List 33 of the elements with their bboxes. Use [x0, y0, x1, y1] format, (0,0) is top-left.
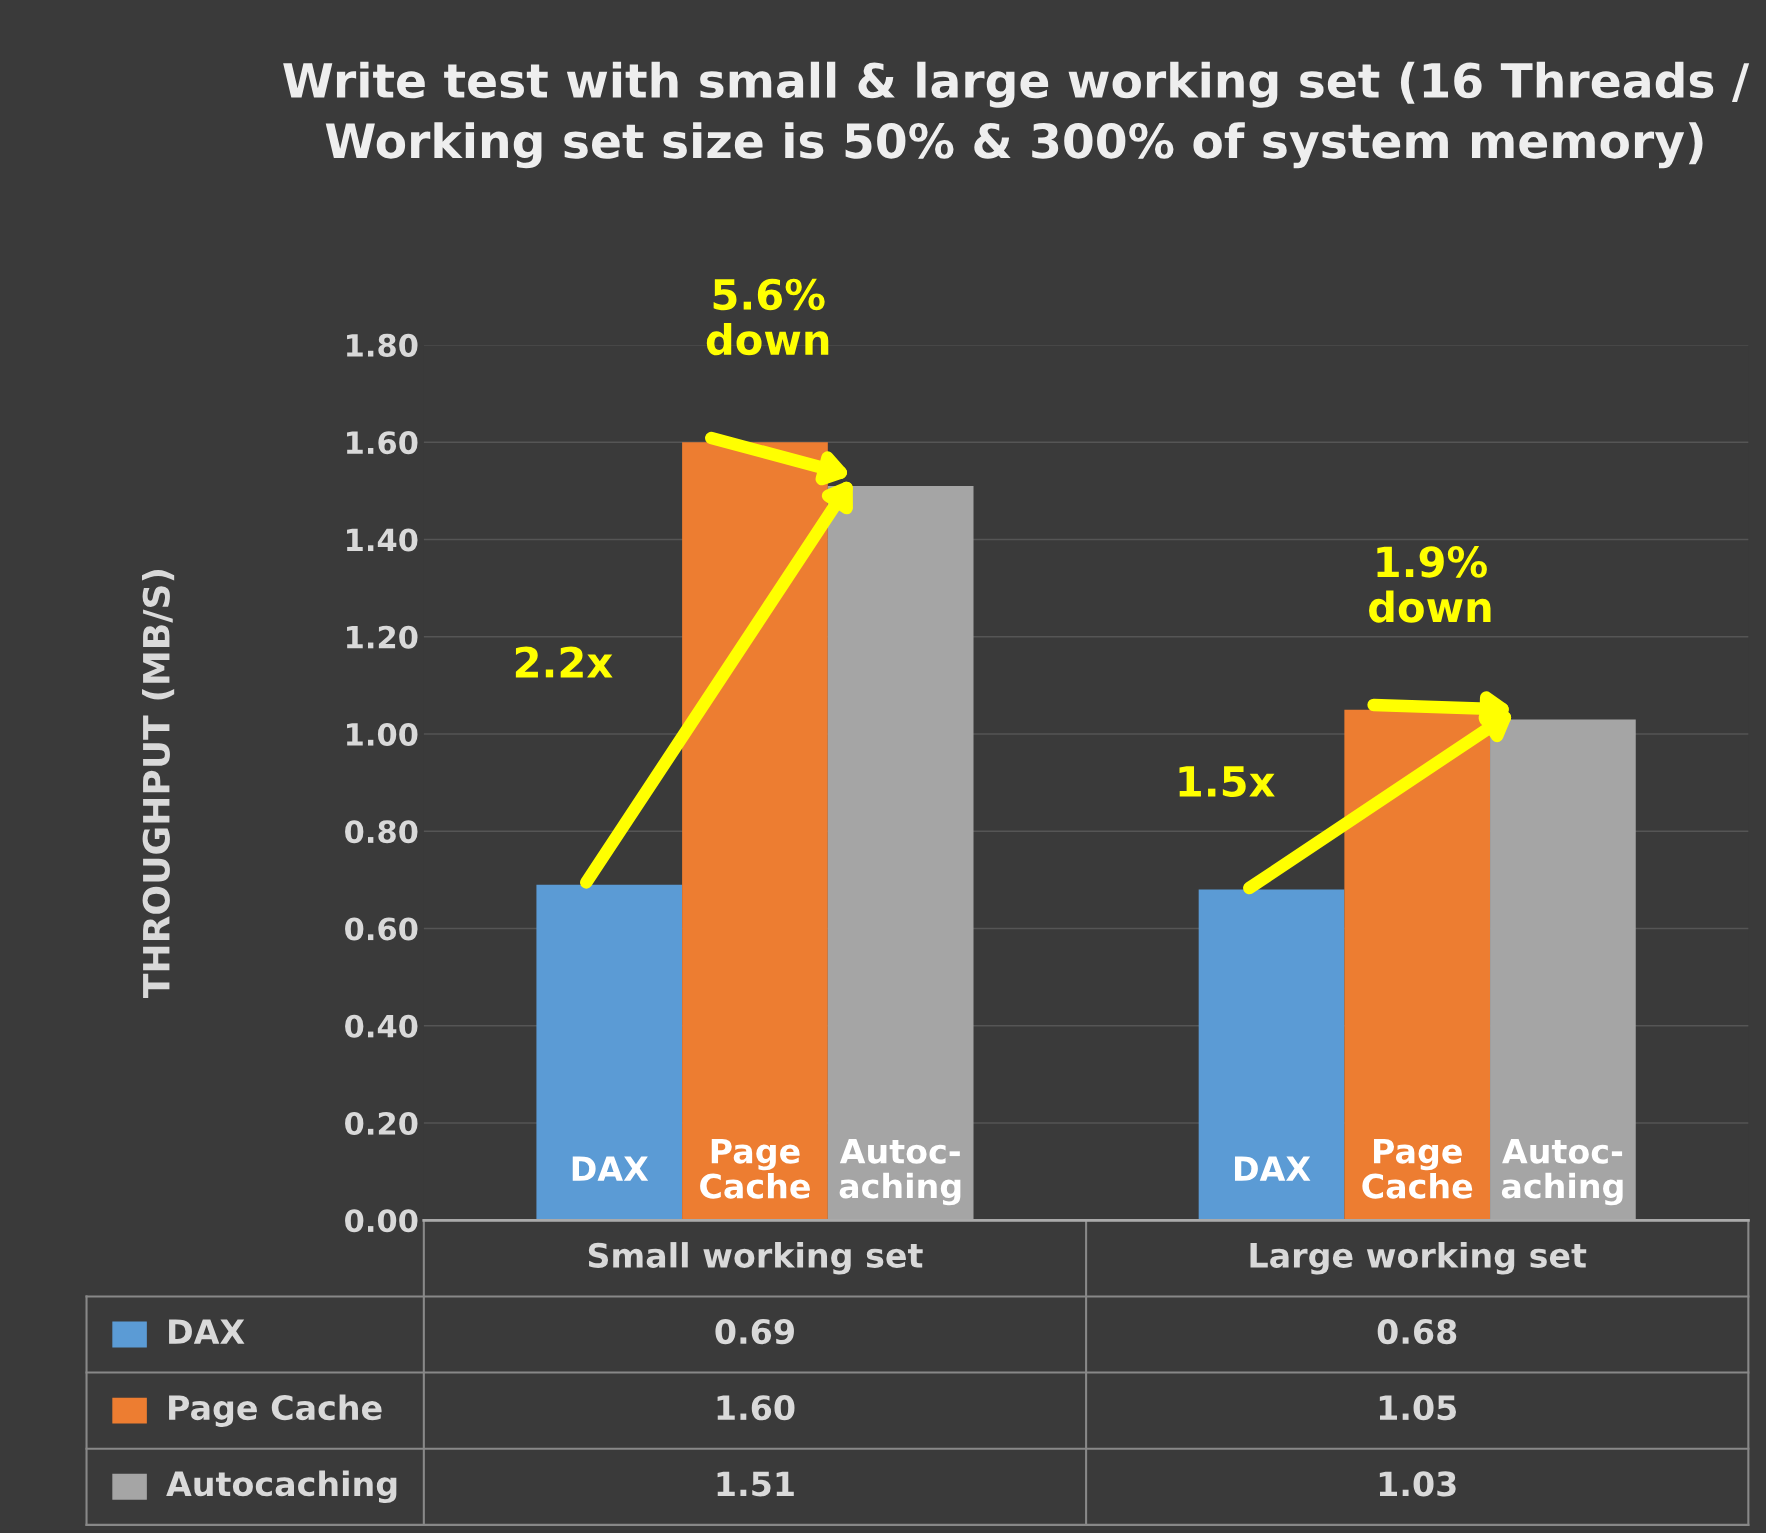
annotation: Page Cache [1362, 1138, 1473, 1199]
legend-label: Autocaching [166, 1470, 397, 1504]
annotation: 2.2x [515, 646, 613, 678]
annotation: DAX [572, 1156, 649, 1181]
y-tick-label: 1.00 [347, 722, 418, 747]
x-tick-label: Small working set [588, 1242, 923, 1275]
annotation: Autoc-aching [1501, 1139, 1623, 1206]
y-axis-title: THROUGHPUT (MB/S) [142, 570, 175, 999]
annotation: Page Cache [700, 1138, 810, 1199]
y-tick-label: 0.80 [345, 820, 418, 844]
y-tick-label: 0.00 [345, 1209, 418, 1233]
annotation: 1.9% down [1369, 546, 1491, 623]
y-tick-label: 1.80 [347, 333, 418, 357]
annotation: 5.6% down [706, 278, 829, 356]
y-tick-label: 0.20 [345, 1111, 418, 1136]
legend-label: Page Cache [169, 1394, 382, 1427]
y-tick-label: 0.60 [345, 917, 418, 941]
data-label: 1.03 [1379, 1471, 1456, 1497]
annotation: DAX [1235, 1156, 1311, 1181]
annotation: Autoc-aching [839, 1139, 961, 1206]
data-label: 1.05 [1379, 1395, 1457, 1421]
data-label: 1.60 [717, 1395, 795, 1421]
chart-title: Write test with small & large working set (16 Threads / Working set size is 50% & 300% of system memory) [283, 61, 1750, 169]
annotation: 1.5x [1179, 766, 1275, 798]
y-tick-label: 0.40 [345, 1014, 418, 1038]
y-tick-label: 1.60 [347, 431, 418, 455]
y-tick-label: 1.40 [347, 528, 418, 552]
data-label: 0.68 [1377, 1318, 1457, 1345]
x-tick-label: Large working set [1250, 1242, 1587, 1275]
data-label: 1.51 [717, 1471, 794, 1497]
y-tick-label: 1.20 [347, 625, 418, 649]
data-label: 0.69 [715, 1318, 794, 1345]
legend-label: DAX [169, 1319, 245, 1344]
